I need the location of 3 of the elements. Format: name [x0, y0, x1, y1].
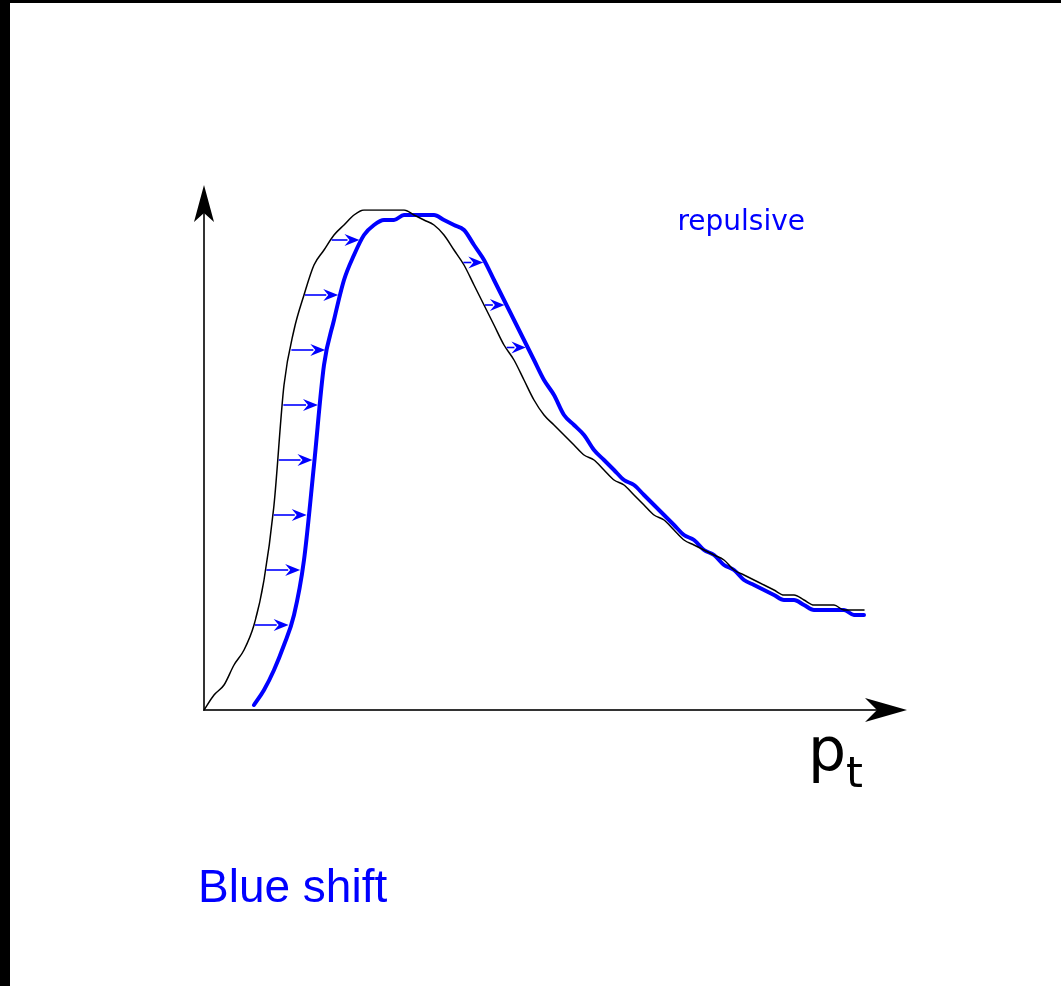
x-axis-title: p$_{t}$: [808, 714, 864, 798]
text: Blue shift: [198, 860, 388, 912]
text: repulsive: [677, 204, 805, 237]
